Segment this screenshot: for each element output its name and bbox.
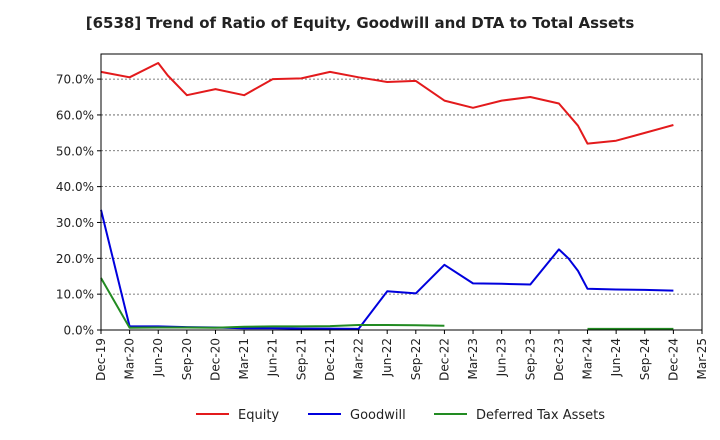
y-tick-label: 50.0%: [56, 144, 94, 158]
series-line-deferred-tax-assets: [100, 277, 445, 329]
legend-label-deferred-tax-assets: Deferred Tax Assets: [476, 408, 605, 423]
x-tick-label: Mar-22: [352, 338, 366, 379]
x-tick-label: Mar-24: [581, 338, 595, 379]
x-tick-label: Mar-25: [695, 338, 709, 379]
x-tick-label: Sep-24: [638, 338, 652, 380]
plot-frame: [100, 53, 703, 331]
x-tick-label: Jun-23: [495, 338, 509, 377]
axis-layer: 0.0% 10.0% 20.0% 30.0% 40.0% 50.0% 60.0% 70.0% D…: [56, 53, 709, 381]
y-tick-label: 30.0%: [56, 216, 94, 230]
x-tick-label: Sep-22: [409, 338, 423, 380]
x-tick-label: Sep-23: [523, 338, 537, 380]
chart-title: [6538] Trend of Ratio of Equity, Goodwil…: [85, 14, 635, 32]
y-tick-label: 10.0%: [56, 288, 94, 302]
x-tick-label: Mar-23: [466, 338, 480, 379]
y-tick-label: 70.0%: [56, 73, 94, 87]
x-tick-label: Jun-22: [380, 338, 394, 377]
grid-layer: [101, 78, 702, 295]
x-tick-label: Jun-24: [609, 338, 623, 377]
x-tick-label: Mar-20: [123, 338, 137, 379]
legend-layer: Equity Goodwill Deferred Tax Assets: [196, 408, 605, 423]
y-tick-label: 60.0%: [56, 108, 94, 122]
x-tick-label: Dec-24: [666, 338, 680, 381]
legend-label-goodwill: Goodwill: [350, 408, 406, 423]
y-tick-label: 20.0%: [56, 252, 94, 266]
x-tick-label: Dec-19: [94, 338, 108, 381]
x-tick-label: Dec-21: [323, 338, 337, 381]
series-line-equity: [100, 62, 674, 145]
y-tick-label: 0.0%: [64, 324, 95, 338]
y-tick-label: 40.0%: [56, 180, 94, 194]
x-tick-label: Dec-20: [208, 338, 222, 381]
x-tick-label: Sep-21: [294, 338, 308, 380]
x-tick-label: Jun-21: [266, 338, 280, 377]
legend-label-equity: Equity: [238, 408, 279, 423]
x-tick-label: Dec-22: [437, 338, 451, 381]
x-tick-label: Jun-20: [151, 338, 165, 377]
series-line-goodwill: [100, 209, 674, 330]
series-layer: [100, 62, 674, 330]
x-tick-label: Sep-20: [180, 338, 194, 380]
x-tick-label: Dec-23: [552, 338, 566, 381]
x-tick-label: Mar-21: [237, 338, 251, 379]
